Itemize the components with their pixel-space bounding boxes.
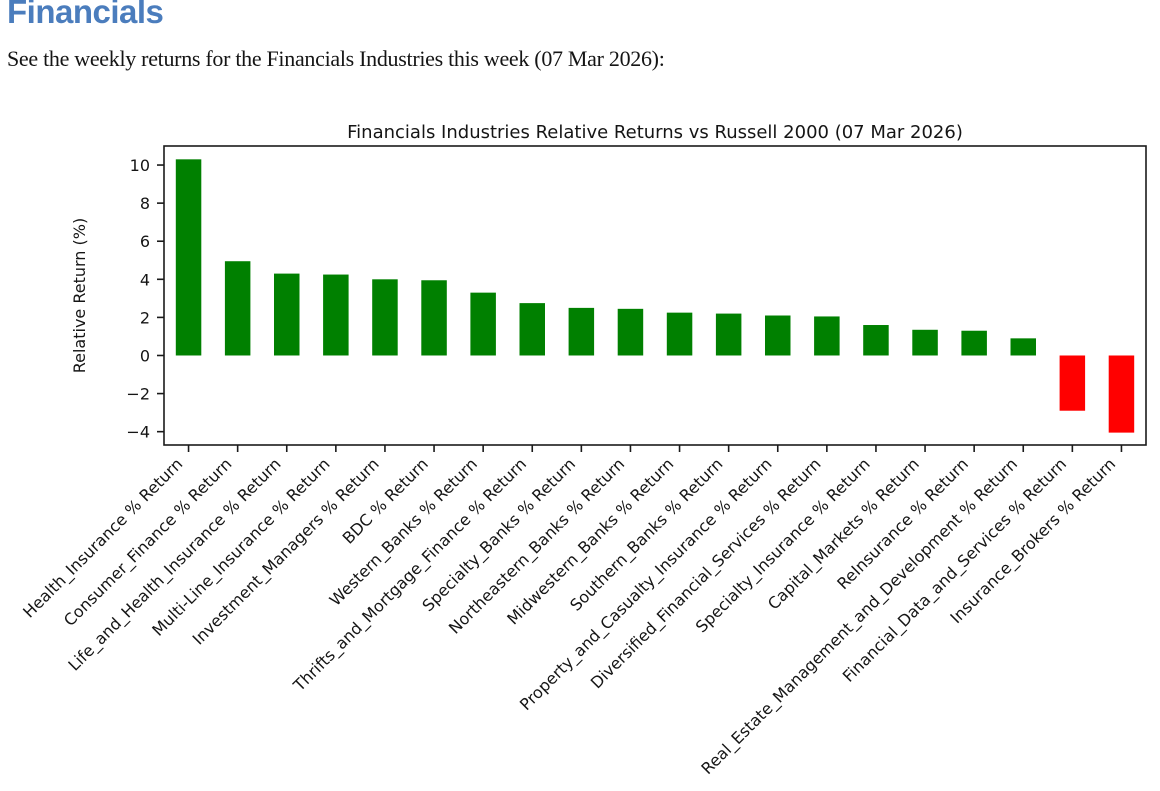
bar-southern-banks-return [715, 313, 742, 356]
intro-text: See the weekly returns for the Financial… [7, 46, 665, 71]
bar-specialty-banks-return [568, 307, 595, 356]
bar-financial-data-and-services-return [1059, 355, 1086, 411]
bar-reinsurance-return [961, 330, 987, 356]
bar-consumer-finance-return [224, 261, 251, 356]
plot-frame [163, 145, 1147, 446]
bar-northeastern-banks-return [617, 308, 644, 356]
x-tick-label: Life_and_Health_Insurance % Return [64, 454, 285, 675]
financials-returns-chart: 10 8 6 4 2 0 −2 −4 Health_Insurance % Return Cons… [0, 115, 1160, 786]
page-title: Financials [7, 0, 164, 30]
y-tick-label: 0 [140, 346, 150, 365]
y-tick-label: 6 [140, 232, 150, 251]
bar-health-insurance-return [175, 159, 202, 356]
bar-western-banks-return [470, 292, 496, 356]
bar-property-and-casualty-insurance-return [765, 315, 791, 356]
y-tick-label: 8 [140, 194, 150, 213]
bar-real-estate-management-and-development-return [1010, 338, 1036, 356]
bar-thrifts-and-mortgage-finance-return [519, 303, 545, 356]
bar-investment-managers-return [372, 279, 398, 356]
chart-title: Financials Industries Relative Returns v… [347, 122, 963, 143]
bar-bdc-return [421, 280, 447, 356]
y-tick-label: −4 [126, 423, 150, 442]
x-tick-label: Multi-Line_Insurance % Return [148, 454, 334, 640]
bar-diversified-financial-services-return [814, 316, 840, 356]
bar-midwestern-banks-return [666, 312, 693, 356]
bar-capital-markets-return [912, 329, 938, 356]
bar-life-and-health-insurance-return [274, 273, 300, 356]
y-tick-label: 2 [140, 308, 150, 327]
bar-multi-line-insurance-return [323, 274, 349, 356]
y-axis-label: Relative Return (%) [70, 218, 89, 373]
x-tick-label: BDC % Return [339, 454, 432, 547]
bar-specialty-insurance-return [863, 325, 889, 356]
y-tick-label: −2 [126, 385, 150, 404]
y-tick-label: 4 [140, 270, 150, 289]
bar-insurance-brokers-return [1108, 355, 1135, 433]
y-tick-label: 10 [130, 156, 150, 175]
